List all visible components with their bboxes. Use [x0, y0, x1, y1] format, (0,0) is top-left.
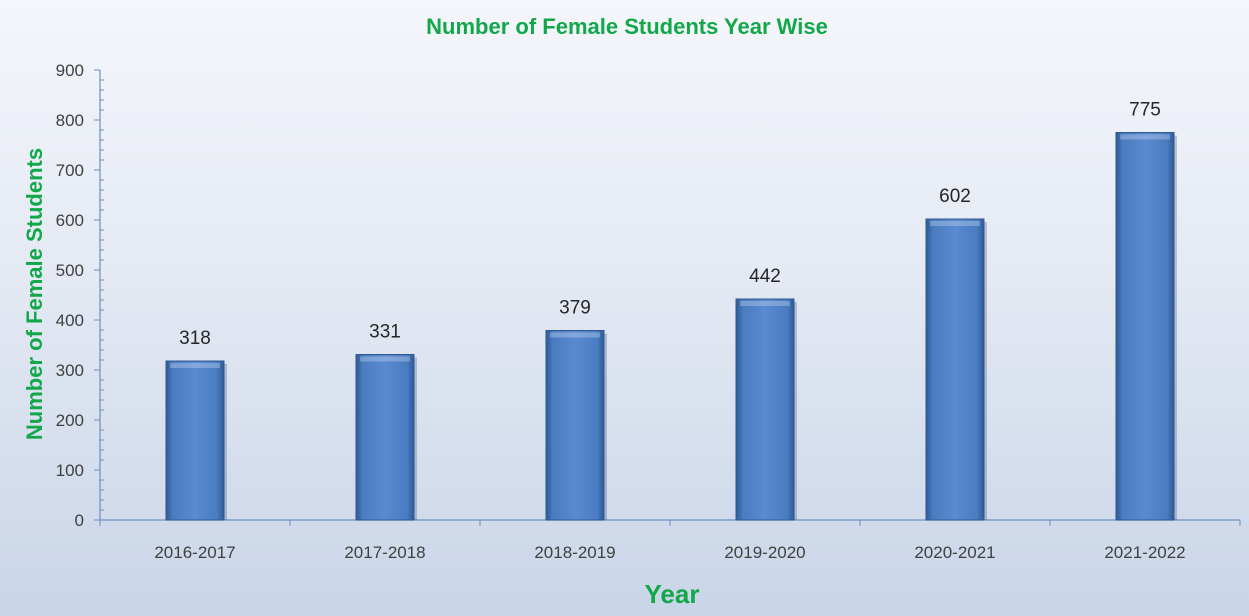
x-tick-label: 2016-2017	[154, 543, 235, 562]
x-tick-label: 2019-2020	[724, 543, 805, 562]
data-label: 775	[1129, 100, 1161, 121]
bar	[925, 218, 987, 521]
bar-highlight	[360, 356, 410, 362]
bar-body	[545, 330, 605, 521]
bar-highlight	[930, 221, 980, 226]
bar-body	[355, 354, 415, 521]
y-tick-labels: 0 100 200 300 400 500 600 700 800 900	[56, 61, 84, 530]
y-tick-label: 900	[56, 61, 84, 80]
bar-highlight	[740, 301, 790, 306]
axes	[94, 69, 1241, 526]
y-tick-label: 800	[56, 111, 84, 130]
y-tick-label: 0	[75, 511, 84, 530]
data-label: 602	[939, 186, 971, 207]
y-tick-label: 600	[56, 211, 84, 230]
x-tick-label: 2020-2021	[914, 543, 995, 562]
data-label: 379	[559, 298, 591, 319]
data-labels: 318 331 379 442 602 775	[179, 100, 1161, 350]
bar-body	[165, 360, 225, 521]
bar-body	[735, 298, 795, 521]
x-tick-labels: 2016-2017 2017-2018 2018-2019 2019-2020 2020…	[154, 543, 1185, 562]
chart-title: Number of Female Students Year Wise	[426, 14, 828, 39]
bar-highlight	[550, 332, 600, 338]
x-tick-label: 2018-2019	[534, 543, 615, 562]
y-tick-label: 700	[56, 161, 84, 180]
bar	[1115, 132, 1177, 521]
x-tick-label: 2021-2022	[1104, 543, 1185, 562]
y-tick-label: 400	[56, 311, 84, 330]
y-axis-title: Number of Female Students	[22, 148, 47, 440]
bar-body	[1115, 132, 1175, 521]
y-tick-label: 300	[56, 361, 84, 380]
data-label: 331	[369, 322, 401, 343]
bar	[165, 360, 227, 521]
y-tick-label: 500	[56, 261, 84, 280]
data-label: 318	[179, 328, 211, 349]
bar	[545, 330, 607, 521]
bar-highlight	[1120, 134, 1170, 140]
bar-body	[925, 218, 985, 521]
bar	[735, 298, 797, 521]
bar	[355, 354, 417, 521]
bars	[165, 132, 1177, 521]
bar-highlight	[170, 363, 220, 368]
data-label: 442	[749, 266, 781, 287]
x-tick-label: 2017-2018	[344, 543, 425, 562]
y-tick-label: 200	[56, 411, 84, 430]
x-axis-title: Year	[645, 579, 700, 609]
y-tick-label: 100	[56, 461, 84, 480]
